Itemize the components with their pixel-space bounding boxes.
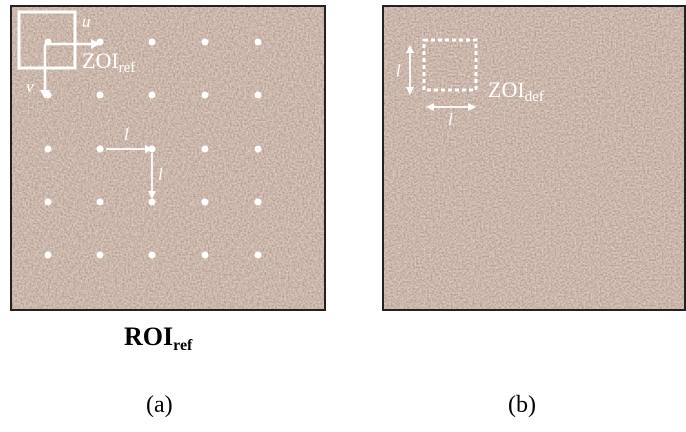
grid-point: [254, 145, 262, 153]
grid-points: [44, 38, 262, 259]
grid-point: [96, 251, 104, 259]
speckle-panel-reference: ZOIref u v l l: [10, 5, 326, 311]
grid-point: [201, 251, 209, 259]
grid-point: [148, 198, 156, 206]
arrow-head-icon: [145, 145, 153, 153]
zoi-ref-box: [17, 10, 77, 70]
caption-b: (b): [508, 392, 536, 418]
grid-point: [96, 198, 104, 206]
speckle-image-b: [384, 7, 684, 309]
grid-point: [201, 38, 209, 46]
u-label: u: [82, 12, 91, 31]
zoi-def-box: [422, 38, 478, 92]
arrow-head-icon: [406, 87, 414, 95]
v-label: v: [26, 77, 34, 96]
u-arrow-head-icon: [91, 39, 100, 49]
grid-point: [148, 38, 156, 46]
grid-point: [254, 38, 262, 46]
spacing-label-horizontal: l: [448, 110, 453, 129]
grid-point: [254, 251, 262, 259]
speckle-panel-deformed: ZOIdef l l: [382, 5, 686, 311]
grid-point: [96, 145, 104, 153]
caption-a: (a): [146, 392, 173, 418]
v-arrow-head-icon: [40, 90, 50, 99]
grid-point: [44, 145, 52, 153]
speckle-texture: [384, 7, 684, 309]
grid-point: [148, 251, 156, 259]
spacing-label-horizontal: l: [124, 125, 129, 144]
spacing-label-vertical: l: [158, 165, 163, 184]
arrow-head-icon: [406, 45, 414, 53]
grid-point: [201, 91, 209, 99]
arrow-head-icon: [426, 103, 434, 111]
grid-point: [254, 91, 262, 99]
grid-point: [254, 198, 262, 206]
zoi-ref-label: ZOIref: [82, 48, 136, 76]
zoi-def-label: ZOIdef: [488, 77, 544, 105]
roi-ref-caption: ROIref: [124, 322, 193, 354]
grid-point: [96, 91, 104, 99]
grid-point: [148, 91, 156, 99]
grid-point: [201, 198, 209, 206]
arrow-head-icon: [148, 191, 156, 199]
grid-point: [201, 145, 209, 153]
speckle-image-a: [12, 7, 324, 309]
speckle-texture: [12, 7, 324, 309]
arrow-head-icon: [468, 103, 476, 111]
grid-point: [44, 251, 52, 259]
grid-point: [44, 198, 52, 206]
spacing-label-vertical: l: [396, 61, 401, 80]
